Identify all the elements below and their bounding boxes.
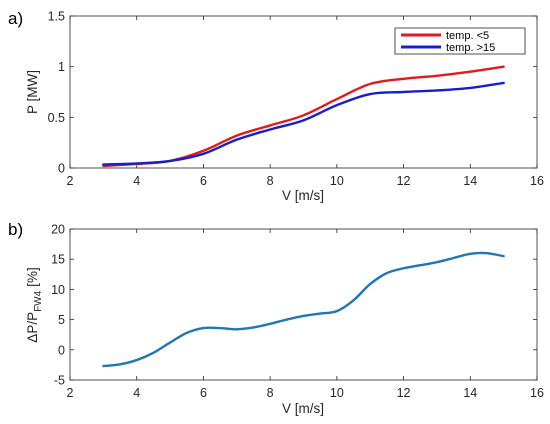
y-tick-label: 0: [58, 343, 65, 357]
y-tick-label: 0: [58, 162, 65, 176]
panel-b: b) 2 4 6 8 10 12 14 16 -5 0 5 10 15 20 V [m/s] ΔP/PFW…: [8, 220, 544, 416]
x-tick-label: 8: [267, 386, 274, 400]
x-tick-label: 4: [133, 386, 140, 400]
panel-a-label: a): [8, 9, 23, 28]
panel-b-label: b): [8, 220, 23, 239]
panel-a-lines: [102, 65, 505, 168]
x-tick-label: 14: [463, 174, 477, 188]
y-tick-label: 5: [58, 313, 65, 327]
panel-b-ylabel: ΔP/PFW4 [%]: [25, 267, 44, 342]
x-tick-label: 6: [200, 174, 207, 188]
x-tick-label: 12: [397, 386, 411, 400]
y-tick-label: 15: [51, 253, 65, 267]
legend-label-temp-lt5: temp. <5: [446, 30, 489, 42]
y-tick-label: 20: [51, 223, 65, 237]
panel-b-ylabel-sub: FW4: [33, 290, 44, 312]
panel-b-lines: [102, 251, 505, 368]
series-line-a-1: [102, 81, 505, 166]
y-tick-label: 1.5: [48, 10, 65, 24]
x-tick-label: 2: [67, 174, 74, 188]
panel-b-axes-box: [69, 228, 538, 381]
x-tick-label: 16: [530, 386, 544, 400]
panel-a-ticks: 2 4 6 8 10 12 14 16 0 0.5 1 1.5: [48, 10, 544, 189]
panel-a-xlabel: V [m/s]: [282, 188, 324, 203]
panel-a-legend: temp. <5 temp. >15: [394, 27, 526, 55]
y-tick-label: 10: [51, 283, 65, 297]
x-tick-label: 16: [530, 174, 544, 188]
y-tick-label: 0.5: [48, 111, 65, 125]
x-tick-label: 8: [267, 174, 274, 188]
panel-b-ylabel-unit: [%]: [25, 267, 40, 287]
x-tick-label: 12: [397, 174, 411, 188]
x-tick-label: 2: [67, 386, 74, 400]
x-tick-label: 4: [133, 174, 140, 188]
x-tick-label: 10: [330, 386, 344, 400]
x-tick-label: 14: [463, 386, 477, 400]
legend-box: [394, 27, 526, 55]
y-tick-label: -5: [54, 374, 65, 388]
panel-a: a) 2 4 6 8 10 12 14 16 0 0.5 1 1.5 V [m/s] P [MW] t…: [8, 9, 544, 203]
panel-b-ylabel-main: ΔP/P: [25, 312, 40, 343]
x-tick-label: 6: [200, 386, 207, 400]
legend-label-temp-gt15: temp. >15: [446, 42, 495, 54]
series-line-b-0: [102, 251, 505, 368]
y-tick-label: 1: [58, 60, 65, 74]
panel-b-xlabel: V [m/s]: [282, 401, 324, 416]
panel-b-ticks: 2 4 6 8 10 12 14 16 -5 0 5 10 15 20: [51, 223, 544, 401]
x-tick-label: 10: [330, 174, 344, 188]
panel-a-ylabel: P [MW]: [25, 70, 40, 114]
